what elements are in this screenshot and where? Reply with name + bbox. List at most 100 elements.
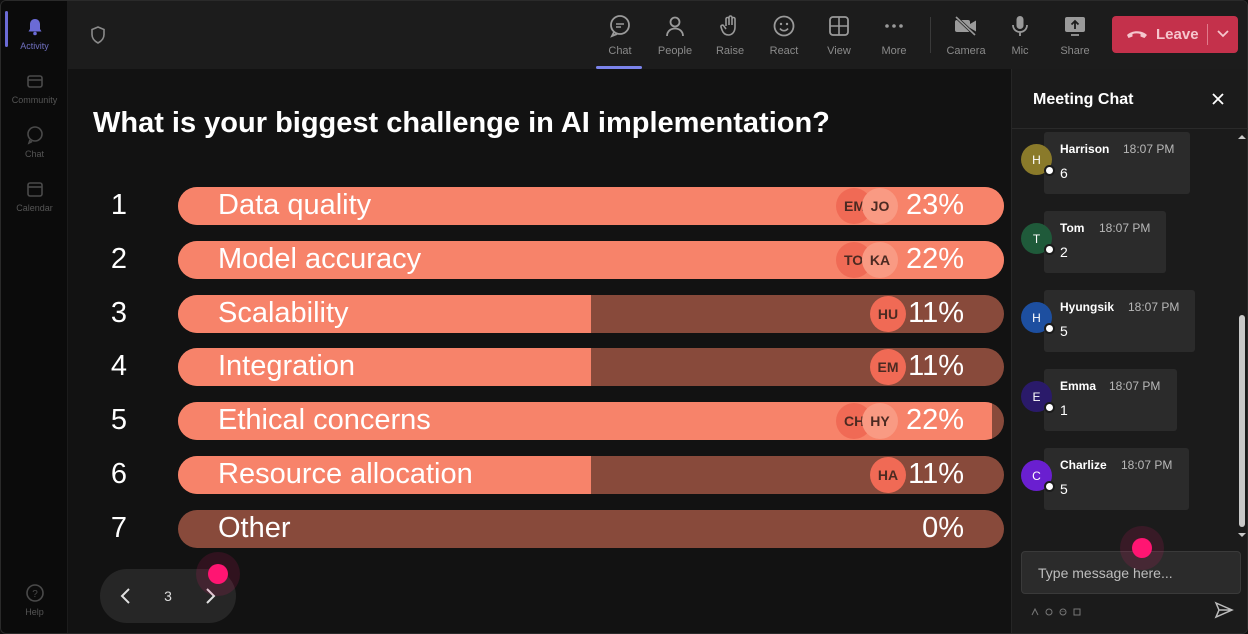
scroll-thumb[interactable] — [1239, 315, 1245, 527]
presence-status-icon — [1044, 402, 1055, 413]
leave-label: Leave — [1156, 26, 1199, 43]
poll-option-percent: 0% — [922, 512, 964, 544]
chat-scrollbar[interactable] — [1236, 131, 1247, 543]
rail-item-chat[interactable]: Chat — [1, 115, 68, 167]
poll-option-number: 6 — [110, 458, 128, 490]
poll-option-number: 1 — [110, 189, 128, 221]
toolbar-button-label: People — [657, 45, 693, 57]
poll-option-row: 3 Scalability HU 11% — [68, 295, 1011, 335]
poll-option-bar: Ethical concerns CH HY 22% — [178, 402, 1004, 440]
pointer-highlight — [1132, 538, 1152, 558]
chevron-right-icon[interactable] — [198, 584, 222, 608]
chat-timestamp: 18:07 PM — [1121, 458, 1173, 472]
poll-option-row: 1 Data quality EM JO 23% — [68, 187, 1011, 227]
page-number: 3 — [164, 588, 172, 604]
voter-avatar-chip: HY — [862, 403, 898, 439]
poll-option-label: Integration — [218, 350, 356, 382]
rail-item-community[interactable]: Community — [1, 61, 68, 113]
poll-option-row: 6 Resource allocation HA 11% — [68, 456, 1011, 496]
toolbar-react-button[interactable]: React — [758, 9, 810, 65]
format-icon[interactable] — [1031, 603, 1039, 616]
poll-option-bar: Other 0% — [178, 510, 1004, 548]
poll-option-fill — [178, 295, 591, 333]
poll-option-number: 4 — [110, 350, 128, 382]
scroll-down-icon[interactable] — [1238, 531, 1246, 539]
poll-option-bar: Integration EM 11% — [178, 348, 1004, 386]
people-icon — [662, 13, 688, 39]
chat-message-input[interactable] — [1021, 551, 1241, 594]
emoji-icon[interactable] — [1059, 603, 1067, 616]
toolbar-button-label: React — [769, 45, 799, 57]
toolbar-button-label: Share — [1060, 45, 1090, 57]
svg-text:?: ? — [32, 589, 38, 600]
poll-stage: What is your biggest challenge in AI imp… — [68, 69, 1011, 633]
chat-title: Meeting Chat — [1033, 91, 1134, 108]
chat-message: Charlize 18:07 PM 5 C — [1012, 448, 1232, 512]
scroll-up-icon[interactable] — [1238, 133, 1246, 141]
attach-icon[interactable] — [1045, 603, 1053, 616]
rail-item-calendar[interactable]: Calendar — [1, 169, 68, 221]
chevron-down-icon[interactable] — [1213, 24, 1233, 44]
meeting-toolbar: Chat People Raise React View — [68, 1, 1247, 69]
rail-item-help[interactable]: ? Help — [1, 573, 68, 625]
chat-format-tools — [1031, 603, 1081, 616]
voter-avatar-chip: HA — [870, 457, 906, 493]
poll-option-label: Ethical concerns — [218, 404, 431, 436]
leave-button[interactable]: Leave — [1112, 16, 1238, 53]
bell-icon — [24, 16, 46, 38]
send-icon[interactable] — [1214, 600, 1234, 620]
chat-message-text: 5 — [1060, 481, 1068, 497]
rail-item-label: Chat — [24, 148, 44, 159]
poll-option-bar: Resource allocation HA 11% — [178, 456, 1004, 494]
more-icon — [881, 13, 907, 39]
gif-icon[interactable] — [1073, 603, 1081, 616]
toolbar-chat-button[interactable]: Chat — [594, 9, 646, 69]
poll-option-percent: 22% — [905, 243, 964, 275]
toolbar-camera-button[interactable]: Camera — [940, 9, 992, 65]
toolbar-button-label: Chat — [608, 45, 632, 57]
poll-option-bar: Data quality EM JO 23% — [178, 187, 1004, 225]
chat-sender-name: Harrison — [1060, 142, 1110, 156]
chevron-left-icon[interactable] — [114, 584, 138, 608]
presence-status-icon — [1044, 323, 1055, 334]
presence-status-icon — [1044, 165, 1055, 176]
toolbar-more-button[interactable]: More — [868, 9, 920, 65]
chat-sender-name: Hyungsik — [1060, 300, 1115, 314]
poll-option-number: 2 — [110, 243, 128, 275]
chat-bubble: Emma 18:07 PM 1 — [1044, 369, 1177, 431]
chat-message-text: 1 — [1060, 402, 1068, 418]
leave-divider — [1207, 24, 1208, 45]
poll-option-label: Model accuracy — [218, 243, 422, 275]
toolbar-mic-button[interactable]: Mic — [994, 9, 1046, 65]
chat-timestamp: 18:07 PM — [1123, 142, 1175, 156]
rail-item-activity[interactable]: Activity — [1, 7, 68, 59]
chat-header: Meeting Chat — [1012, 69, 1247, 129]
avatar[interactable]: C — [1021, 460, 1052, 491]
toolbar-share-button[interactable]: Share — [1049, 9, 1101, 65]
rail-item-label: Community — [11, 94, 58, 105]
close-icon[interactable] — [1208, 89, 1228, 109]
poll-option-number: 7 — [110, 512, 128, 544]
shield-icon[interactable] — [88, 25, 108, 45]
rail-item-label: Calendar — [16, 202, 53, 213]
chat-message-text: 6 — [1060, 165, 1068, 181]
toolbar-raise-button[interactable]: Raise — [704, 9, 756, 65]
poll-option-bar: Model accuracy TO KA 22% — [178, 241, 1004, 279]
help-icon: ? — [24, 582, 46, 604]
voter-avatar-chip: HU — [870, 296, 906, 332]
poll-option-label: Other — [218, 512, 291, 544]
poll-option-percent: 22% — [905, 404, 964, 436]
poll-question: What is your biggest challenge in AI imp… — [93, 107, 830, 139]
pointer-highlight — [208, 564, 228, 584]
poll-option-row: 7 Other 0% — [68, 510, 1011, 550]
mic-icon — [1007, 13, 1033, 39]
poll-option-number: 3 — [110, 297, 128, 329]
chat-bubble: Harrison 18:07 PM 6 — [1044, 132, 1190, 194]
chat-timestamp: 18:07 PM — [1109, 379, 1161, 393]
toolbar-view-button[interactable]: View — [813, 9, 865, 65]
toolbar-people-button[interactable]: People — [649, 9, 701, 65]
chat-message: Hyungsik 18:07 PM 5 H — [1012, 290, 1232, 354]
toolbar-button-label: Camera — [946, 45, 986, 57]
toolbar-button-label: View — [827, 45, 851, 57]
